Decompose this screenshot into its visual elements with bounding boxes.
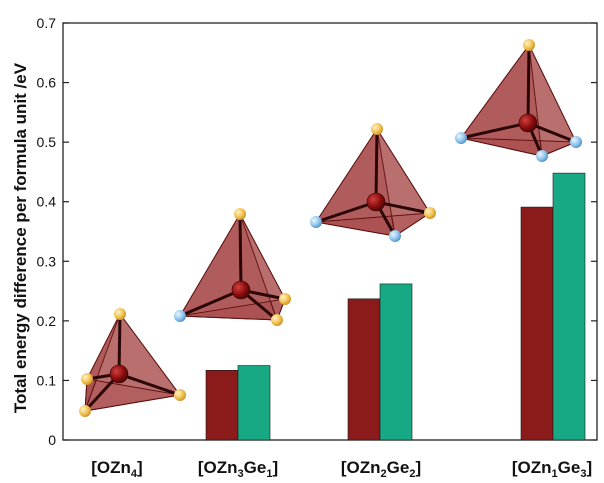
y-tick-label: 0.3	[37, 253, 57, 269]
apex-atom	[523, 39, 535, 51]
y-tick-label: 0.1	[37, 372, 57, 388]
center-atom	[366, 192, 386, 212]
x-category-label: [OZn4]	[91, 458, 142, 480]
x-category-label: [OZn2Ge2]	[341, 458, 421, 480]
y-tick-label: 0.2	[37, 313, 57, 329]
tetrahedron-inset	[174, 208, 291, 326]
apex-atom	[114, 308, 126, 320]
tetra-face	[179, 213, 286, 317]
bond	[117, 372, 182, 397]
tetra-face	[315, 128, 431, 223]
bar-green-3	[552, 172, 586, 441]
bar-red-2	[347, 298, 381, 441]
bond	[117, 312, 122, 376]
base-atom	[455, 132, 467, 144]
x-category-label: [OZn3Ge1]	[198, 458, 278, 480]
x-axis: [OZn4] [OZn3Ge1] [OZn2Ge2] [OZn1Ge3]	[91, 458, 592, 480]
y-tick-label: 0.5	[37, 134, 57, 150]
bond	[459, 121, 530, 140]
base-atom	[570, 136, 582, 148]
base-atom	[174, 310, 186, 322]
base-atom	[81, 373, 93, 385]
y-tick-label: 0.4	[37, 194, 57, 210]
base-atom	[174, 389, 186, 401]
bond	[178, 288, 243, 318]
bond	[314, 200, 378, 224]
base-atom	[389, 230, 401, 242]
y-tick-label: 0.7	[37, 15, 57, 31]
y-axis-title: Total energy difference per formula unit…	[11, 62, 30, 413]
bond	[238, 212, 243, 292]
bar-green-1	[237, 365, 271, 441]
y-tick-label: 0	[48, 432, 56, 448]
apex-atom	[234, 208, 246, 220]
bar-green-2	[379, 283, 413, 441]
apex-atom	[371, 123, 383, 135]
tetrahedron-inset	[79, 308, 186, 417]
center-atom	[231, 280, 251, 300]
y-axis: 0 0.1 0.2 0.3 0.4 0.5 0.6 0.7	[37, 15, 597, 448]
tetrahedron-inset	[455, 39, 582, 162]
bar-red-3	[520, 206, 554, 441]
bar-red-1	[205, 370, 239, 441]
y-tick-label: 0.6	[37, 75, 57, 91]
center-atom	[109, 364, 129, 384]
bond	[374, 127, 379, 204]
plot-frame	[62, 22, 598, 441]
base-atom	[279, 293, 291, 305]
base-atom	[271, 314, 283, 326]
base-atom	[79, 405, 91, 417]
base-atom	[310, 216, 322, 228]
bars	[205, 172, 586, 441]
tetrahedra-insets	[79, 39, 582, 417]
bond	[526, 43, 531, 125]
base-atom	[424, 207, 436, 219]
tetrahedron-inset	[310, 123, 436, 242]
x-category-label: [OZn1Ge3]	[512, 458, 592, 480]
base-atom	[536, 150, 548, 162]
center-atom	[518, 113, 538, 133]
tetra-face	[460, 44, 577, 143]
